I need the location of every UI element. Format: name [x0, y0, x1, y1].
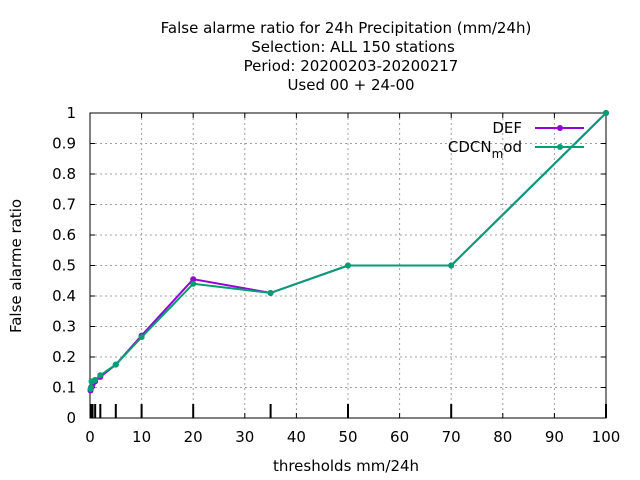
- x-tick-label: 70: [442, 428, 461, 446]
- x-tick-labels: 0 10 20 30 40 50 60 70 80 90 100: [85, 428, 620, 446]
- y-tick-label: 0.2: [52, 348, 76, 366]
- series-def: [87, 110, 609, 394]
- legend-label-def: DEF: [492, 119, 522, 137]
- data-point: [267, 289, 274, 296]
- legend: DEF CDCNmod: [448, 119, 584, 161]
- x-tick-label: 60: [390, 428, 409, 446]
- legend-label-cdcn-mod: CDCNmod: [448, 138, 522, 161]
- title-line-2: Selection: ALL 150 stations: [251, 38, 455, 56]
- y-axis-label: False alarme ratio: [7, 199, 25, 333]
- y-tick-label: 0.8: [52, 165, 76, 183]
- series-cdcn-mod: [87, 110, 609, 393]
- data-point: [190, 280, 197, 287]
- legend-marker-def: [557, 125, 563, 131]
- y-tick-labels: 0 0.1 0.2 0.3 0.4 0.5 0.6 0.7 0.8 0.9 1: [52, 104, 76, 427]
- y-tick-label: 1: [66, 104, 76, 122]
- title-line-3: Period: 20200203-20200217: [244, 57, 459, 75]
- grid-lines: [90, 113, 606, 418]
- data-point: [97, 372, 104, 379]
- y-tick-label: 0.1: [52, 379, 76, 397]
- y-tick-label: 0.4: [52, 287, 76, 305]
- legend-marker-cdcn-mod: [557, 144, 563, 150]
- x-tick-label: 0: [85, 428, 95, 446]
- x-tick-label: 10: [132, 428, 151, 446]
- x-tick-label: 100: [592, 428, 621, 446]
- data-point: [138, 334, 145, 341]
- chart-title: False alarme ratio for 24h Precipitation…: [161, 19, 532, 94]
- x-tick-label: 30: [235, 428, 254, 446]
- data-point: [603, 110, 609, 116]
- data-point: [448, 262, 455, 269]
- y-tick-label: 0.6: [52, 226, 76, 244]
- y-tick-label: 0.7: [52, 196, 76, 214]
- y-tick-label: 0.3: [52, 318, 76, 336]
- title-line-4: Used 00 + 24-00: [287, 76, 414, 94]
- x-tick-label: 40: [287, 428, 306, 446]
- data-point: [345, 262, 351, 269]
- x-axis-label: thresholds mm/24h: [273, 457, 419, 475]
- data-point: [92, 376, 99, 383]
- data-point: [190, 276, 197, 283]
- x-tick-label: 90: [545, 428, 564, 446]
- plot-frame: [89, 112, 607, 419]
- title-line-1: False alarme ratio for 24h Precipitation…: [161, 19, 532, 37]
- x-tick-label: 20: [184, 428, 203, 446]
- data-point: [112, 361, 119, 368]
- y-tick-label: 0.9: [52, 135, 76, 153]
- threshold-marks: [89, 404, 607, 418]
- x-tick-label: 50: [338, 428, 357, 446]
- data-point: [88, 384, 95, 391]
- y-tick-label: 0.5: [52, 257, 76, 275]
- x-tick-label: 80: [493, 428, 512, 446]
- y-tick-label: 0: [66, 409, 76, 427]
- data-series: [87, 110, 609, 394]
